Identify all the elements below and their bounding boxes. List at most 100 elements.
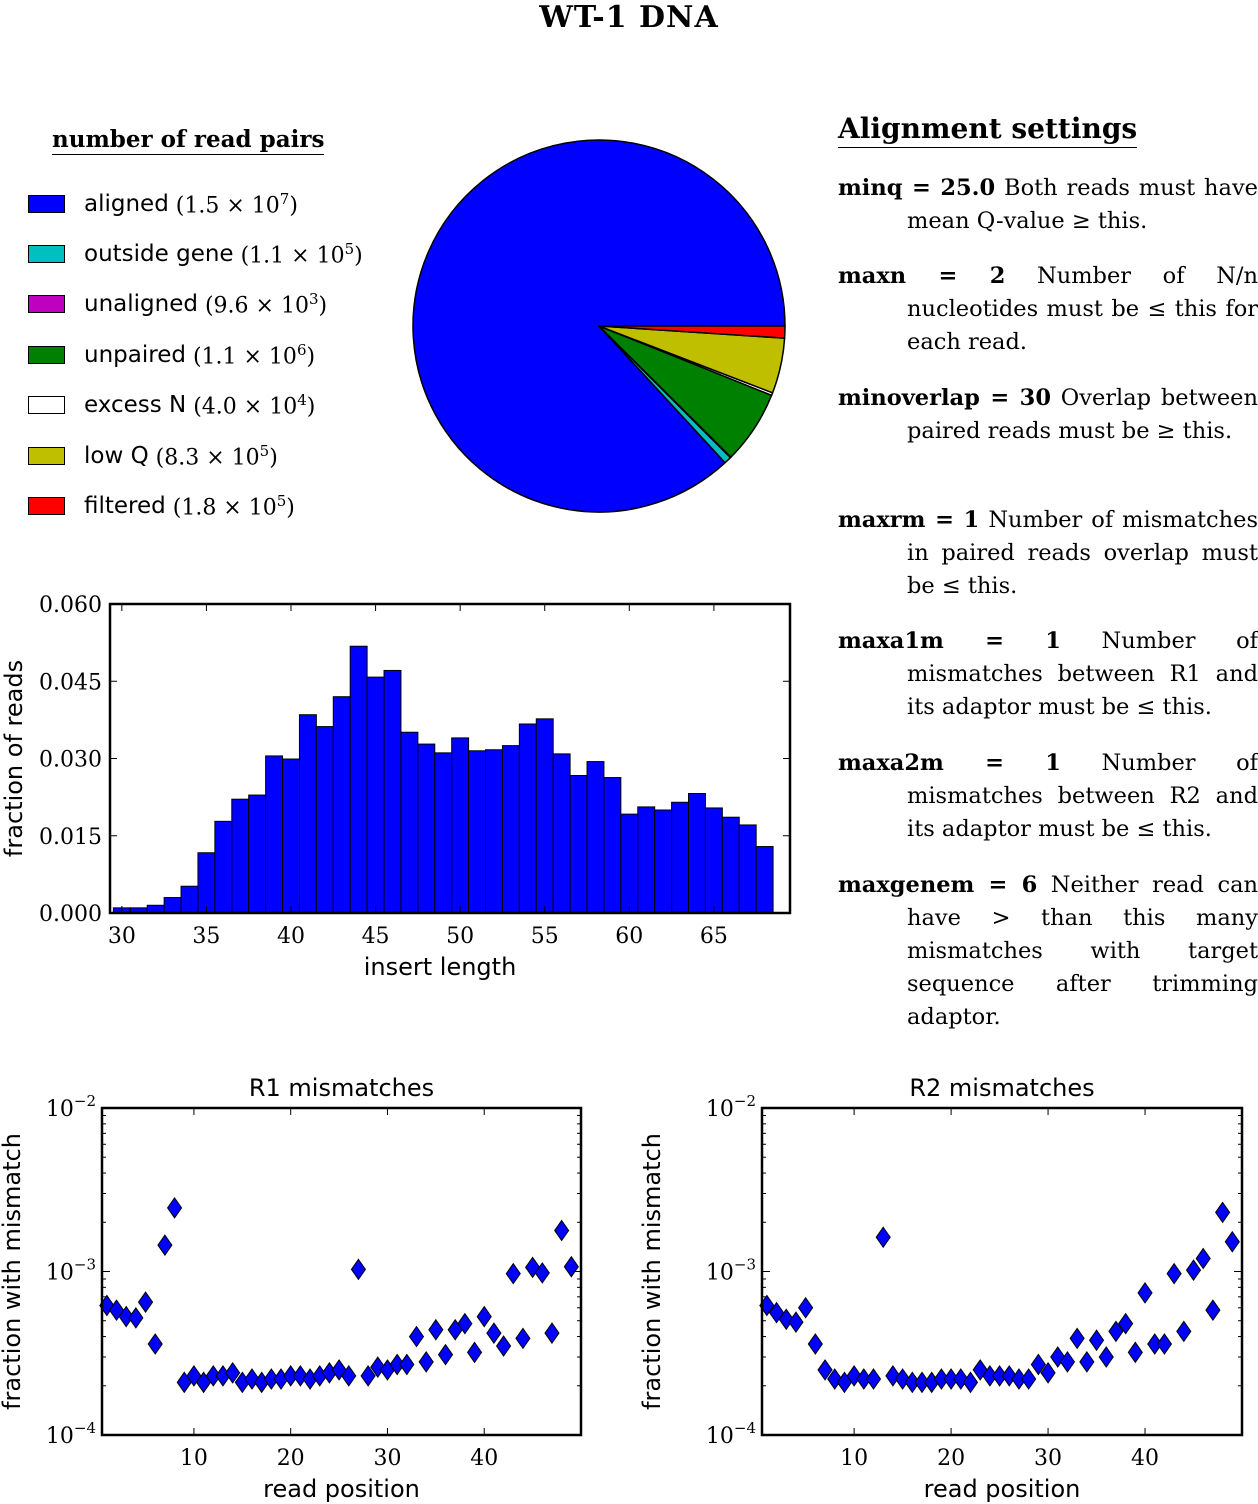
setting-key: minoverlap = 30 [838,385,1051,411]
data-point [505,1262,521,1285]
histogram-bar [586,761,605,914]
r2-mismatch-plot: 10 20 30 40 10−2 10−3 10−4 R2 mismatches read po… [640,1074,1244,1503]
histogram-bar [535,718,554,914]
legend-swatch [28,245,65,263]
y-tick-label: 10−3 [706,1256,756,1286]
y-tick-label: 0.060 [39,593,102,618]
data-point [118,1305,134,1328]
setting-description: Overlap between paired reads must be ≥ t… [907,385,1258,444]
legend-item: excess N (4.0 × 104) [28,391,315,419]
data-point [778,1308,794,1331]
x-tick-label: 45 [362,924,390,949]
x-tick-label: 20 [277,1446,305,1471]
data-point [1214,1201,1231,1224]
data-point [1156,1333,1173,1355]
data-point [225,1361,241,1384]
data-point [515,1327,531,1350]
histogram-bar [400,731,419,914]
histogram-bar [468,750,487,914]
data-point [1205,1299,1221,1322]
data-point [544,1322,560,1344]
y-tick-label: 0.000 [39,902,102,927]
setting-item: maxrm = 1 Number of mismatches in paired… [838,504,1258,603]
data-point [476,1305,492,1328]
legend-item: low Q (8.3 × 105) [28,442,278,470]
legend-item: unpaired (1.1 × 106) [28,341,315,369]
setting-key: maxgenem = 6 [838,872,1038,898]
histogram-bar [637,806,656,914]
data-point [428,1318,444,1341]
x-tick-label: 10 [180,1446,208,1471]
data-point [962,1371,979,1394]
x-tick-label: 40 [470,1446,498,1471]
legend-swatch [28,447,65,465]
data-point [1040,1361,1056,1384]
legend-item: filtered (1.8 × 105) [28,492,295,520]
data-point [807,1333,823,1355]
setting-item: maxn = 2 Number of N/n nucleotides must … [838,260,1258,359]
legend-title: number of read pairs [52,126,325,155]
data-point [157,1234,173,1256]
data-point [457,1312,473,1335]
data-point [437,1343,454,1366]
y-tick-label: 10−3 [46,1256,96,1286]
data-point [399,1353,415,1376]
legend-item: outside gene (1.1 × 105) [28,240,363,268]
histogram-bar [298,714,317,914]
setting-description: Number of mismatches between R1 and its … [907,628,1258,720]
data-point [788,1311,804,1334]
histogram-bar [434,752,453,914]
legend-label: outside gene [84,241,234,267]
data-point [1137,1282,1153,1304]
legend-count: (4.0 × 104) [186,390,316,420]
data-point [166,1196,183,1219]
x-tick-label: 50 [446,924,474,949]
histogram-bar [688,793,706,914]
histogram-bar [755,846,774,914]
histogram-bar [282,758,300,914]
settings-title: Alignment settings [838,112,1138,148]
x-tick-label: 60 [615,924,643,949]
data-point [1195,1247,1211,1270]
data-point [360,1364,376,1387]
x-tick-label: 65 [700,924,728,949]
x-tick-label: 35 [192,924,220,949]
x-tick-label: 55 [531,924,559,949]
data-point [466,1341,483,1364]
x-tick-label: 40 [1131,1446,1159,1471]
x-tick-label: 40 [277,924,305,949]
data-point [147,1333,163,1355]
setting-description: Number of mismatches between R2 and its … [907,750,1258,842]
legend-count: (1.1 × 105) [233,239,363,269]
histogram-bar [332,696,351,914]
data-point [370,1356,386,1379]
setting-item: maxa1m = 1 Number of mismatches between … [838,625,1258,724]
histogram-bar [349,645,368,914]
setting-item: minoverlap = 30 Overlap between paired r… [838,382,1258,448]
x-axis-label: read position [263,1475,420,1503]
x-tick-label: 30 [108,924,136,949]
x-tick-label: 20 [937,1446,965,1471]
legend-label: excess N [84,392,187,418]
legend-count-exponent: 5 [344,239,355,258]
setting-description: Both reads must have mean Q-value ≥ this… [907,175,1258,234]
histogram-bar [704,807,723,914]
r1-mismatch-plot: 10 20 30 40 10−2 10−3 10−4 R1 mismatches read po… [0,1074,583,1503]
legend-count-exponent: 5 [276,491,287,510]
x-axis-label: read position [924,1475,1081,1503]
data-point [1127,1341,1143,1364]
histogram-bar [620,813,639,914]
histogram-bar [417,743,436,914]
y-tick-label: 0.015 [39,825,102,850]
histogram-bar [738,824,757,914]
data-point [1059,1351,1076,1373]
data-point [1088,1329,1105,1352]
data-point [1079,1351,1095,1373]
setting-key: minq = 25.0 [838,175,996,201]
y-axis-label: fraction with mismatch [0,1133,26,1410]
data-point [137,1291,154,1313]
data-point [418,1351,434,1373]
legend-count: (1.8 × 105) [165,491,295,521]
legend-swatch [28,396,65,414]
legend-swatch [28,295,65,313]
